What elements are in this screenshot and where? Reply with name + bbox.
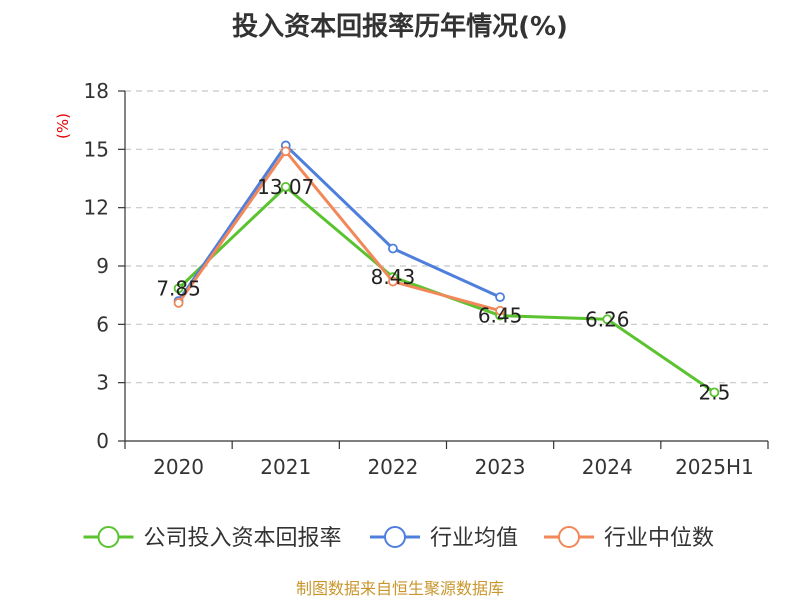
series-line-0 bbox=[177, 185, 716, 394]
data-label: 2.5 bbox=[699, 380, 731, 404]
data-point-marker bbox=[602, 314, 613, 325]
data-label: 6.45 bbox=[478, 304, 523, 328]
x-tick-label: 2020 bbox=[153, 455, 204, 479]
x-tick-label: 2024 bbox=[582, 455, 633, 479]
data-point-marker bbox=[388, 243, 398, 254]
x-tick-label: 2025H1 bbox=[675, 455, 754, 479]
y-axis-unit-label: (%) bbox=[54, 113, 72, 139]
data-point-marker bbox=[280, 146, 291, 157]
series-lines bbox=[173, 140, 720, 398]
grid-lines bbox=[125, 90, 768, 384]
data-point-marker bbox=[280, 181, 291, 192]
chart-title: 投入资本回报率历年情况(%) bbox=[232, 11, 568, 42]
data-point-marker bbox=[495, 305, 505, 316]
series-line-1 bbox=[177, 143, 501, 302]
source-note: 制图数据来自恒生聚源数据库 bbox=[296, 579, 504, 598]
data-point-marker bbox=[388, 276, 398, 287]
legend-marker-icon bbox=[558, 526, 580, 548]
x-tick-label: 2022 bbox=[367, 455, 418, 479]
x-tick-label: 2021 bbox=[260, 455, 311, 479]
y-tick-label: 15 bbox=[84, 137, 109, 161]
data-point-marker bbox=[495, 292, 505, 303]
data-label: 13.07 bbox=[257, 175, 314, 199]
y-tick-label: 9 bbox=[96, 254, 109, 278]
legend-item-2[interactable]: 行业中位数 bbox=[544, 526, 714, 551]
data-label: 6.26 bbox=[585, 307, 630, 331]
y-tick-label: 18 bbox=[84, 79, 109, 103]
legend-item-0[interactable]: 公司投入资本回报率 bbox=[83, 526, 342, 551]
legend-label: 行业中位数 bbox=[604, 526, 714, 551]
y-tick-label: 0 bbox=[96, 429, 109, 453]
y-tick-label: 6 bbox=[96, 312, 109, 336]
series-line-2 bbox=[177, 149, 501, 313]
data-point-marker bbox=[173, 283, 184, 294]
data-point-marker bbox=[709, 387, 720, 398]
axes: 0 3 6 9 12 15 18 2020 2021 2022 2023 2024 2025H1 bbox=[84, 79, 769, 479]
legend-marker-icon bbox=[384, 526, 406, 548]
data-label: 8.43 bbox=[371, 265, 416, 289]
legend-item-1[interactable]: 行业均值 bbox=[370, 526, 518, 551]
data-point-marker bbox=[173, 298, 184, 308]
legend-label: 公司投入资本回报率 bbox=[144, 526, 342, 551]
legend-label: 行业均值 bbox=[430, 526, 518, 551]
x-tick-label: 2023 bbox=[475, 455, 526, 479]
data-labels: 7.85 13.07 8.43 6.45 6.26 2.5 bbox=[156, 175, 730, 405]
y-tick-label: 12 bbox=[84, 196, 109, 220]
legend-marker-icon bbox=[97, 526, 120, 548]
data-label: 7.85 bbox=[156, 276, 201, 300]
legend[interactable]: 公司投入资本回报率 行业均值 行业中位数 bbox=[83, 526, 715, 551]
y-tick-label: 3 bbox=[96, 371, 109, 395]
